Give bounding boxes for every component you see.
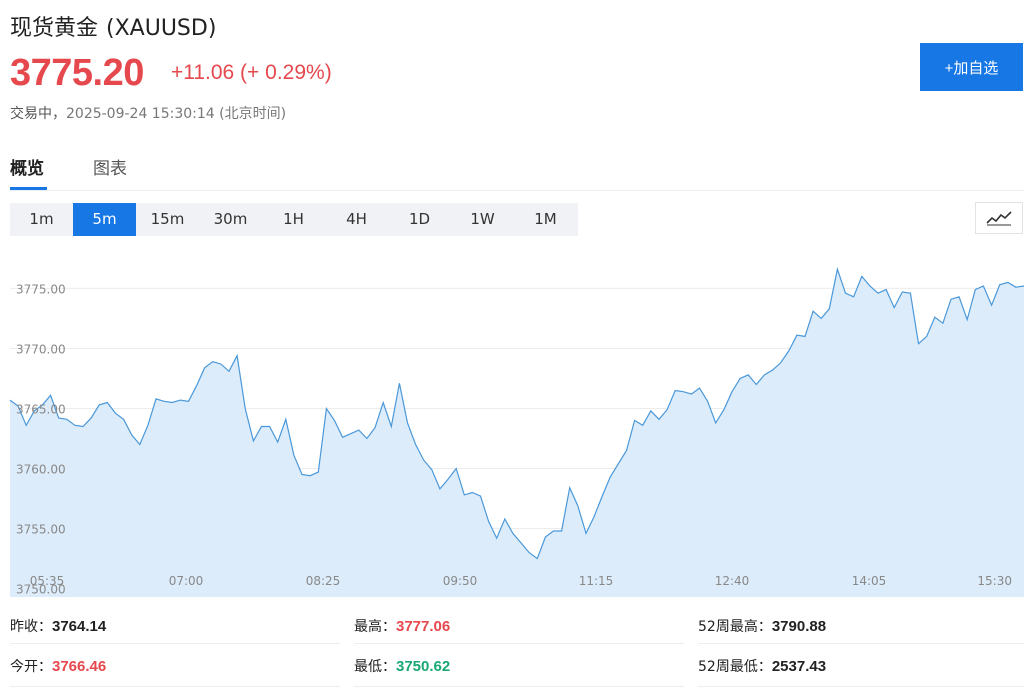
y-tick-label: 3770.00 <box>16 342 66 356</box>
status-timezone: (北京时间) <box>219 106 287 122</box>
stat-value: 3777.06 <box>396 618 451 635</box>
instrument-code: (XAUUSD) <box>106 16 217 41</box>
divider <box>354 686 684 687</box>
x-tick-label: 07:00 <box>169 574 204 588</box>
stat-high: 最高：3777.06 <box>354 616 450 636</box>
y-tick-label: 3765.00 <box>16 402 66 416</box>
x-tick-label: 11:15 <box>579 574 614 588</box>
stat-value: 3766.46 <box>52 658 107 675</box>
period-1mo[interactable]: 1M <box>534 210 557 228</box>
price-row: 3775.20 +11.06 (+ 0.29%) <box>10 52 332 95</box>
stat-prev-close: 昨收：3764.14 <box>10 616 106 636</box>
x-tick-label: 15:30 <box>977 574 1012 588</box>
period-1d[interactable]: 1D <box>408 210 431 228</box>
instrument-title: 现货黄金 (XAUUSD) <box>10 10 216 42</box>
stat-52wk-high: 52周最高：3790.88 <box>698 616 826 636</box>
y-tick-label: 3775.00 <box>16 282 66 296</box>
price-chart-svg: 3775.00 3770.00 3765.00 3760.00 3755.00 3750.… <box>9 266 1024 597</box>
tab-bar: 概览 图表 <box>10 150 1024 191</box>
stat-label: 52周最低： <box>698 659 772 675</box>
y-tick-label: 3755.00 <box>16 523 66 537</box>
status-time: 2025-09-24 15:30:14 <box>66 106 215 122</box>
trading-status: 交易中，2025-09-24 15:30:14 (北京时间) <box>10 103 286 123</box>
x-tick-label: 09:50 <box>443 574 478 588</box>
stat-value: 3764.14 <box>52 618 107 635</box>
tab-overview[interactable]: 概览 <box>10 159 44 179</box>
x-tick-label: 08:25 <box>306 574 341 588</box>
add-watchlist-button[interactable]: +加自选 <box>920 43 1023 91</box>
x-tick-label: 12:40 <box>715 574 750 588</box>
period-selector: 1m 5m 15m 30m 1H 4H 1D 1W 1M <box>10 203 578 236</box>
period-15m[interactable]: 15m <box>150 210 185 228</box>
y-tick-label: 3760.00 <box>16 463 66 477</box>
stat-label: 今开： <box>10 659 52 675</box>
active-tab-indicator <box>10 187 47 190</box>
chart-type-button[interactable] <box>975 202 1023 234</box>
stat-value: 2537.43 <box>771 658 827 675</box>
chart-series <box>9 266 1024 597</box>
status-text: 交易中， <box>10 106 66 122</box>
stat-open: 今开：3766.46 <box>10 656 106 676</box>
divider <box>10 686 340 687</box>
tab-chart[interactable]: 图表 <box>93 159 127 179</box>
instrument-name: 现货黄金 <box>10 16 99 41</box>
stat-low: 最低：3750.62 <box>354 656 450 676</box>
stat-value: 3750.62 <box>396 658 451 675</box>
period-5m[interactable]: 5m <box>73 203 136 236</box>
stat-label: 最低： <box>354 659 396 675</box>
x-tick-label: 14:05 <box>852 574 887 588</box>
price-line <box>9 266 1024 560</box>
divider <box>354 643 684 644</box>
area-fill <box>10 269 1024 597</box>
period-30m[interactable]: 30m <box>213 210 248 228</box>
chart-axis-labels: 3775.00 3770.00 3765.00 3760.00 3755.00 3750.… <box>16 282 1012 596</box>
stat-52wk-low: 52周最低：2537.43 <box>698 656 826 676</box>
divider <box>698 686 1024 687</box>
stat-label: 52周最高： <box>698 619 772 635</box>
line-chart-icon <box>986 211 1012 226</box>
x-tick-label: 05:35 <box>30 574 65 588</box>
period-1h[interactable]: 1H <box>283 210 304 228</box>
divider <box>698 643 1024 644</box>
stat-label: 昨收： <box>10 619 52 635</box>
y-tick-label: 3750.00 <box>16 583 66 597</box>
period-1w[interactable]: 1W <box>470 210 495 228</box>
price-change: +11.06 (+ 0.29%) <box>170 61 332 84</box>
stat-label: 最高： <box>354 619 396 635</box>
period-1m[interactable]: 1m <box>29 210 54 228</box>
period-4h[interactable]: 4H <box>346 210 367 228</box>
divider <box>10 643 340 644</box>
price-chart[interactable]: 3775.00 3770.00 3765.00 3760.00 3755.00 3750.… <box>9 250 1024 597</box>
stat-value: 3790.88 <box>771 618 827 635</box>
last-price: 3775.20 <box>10 52 144 94</box>
